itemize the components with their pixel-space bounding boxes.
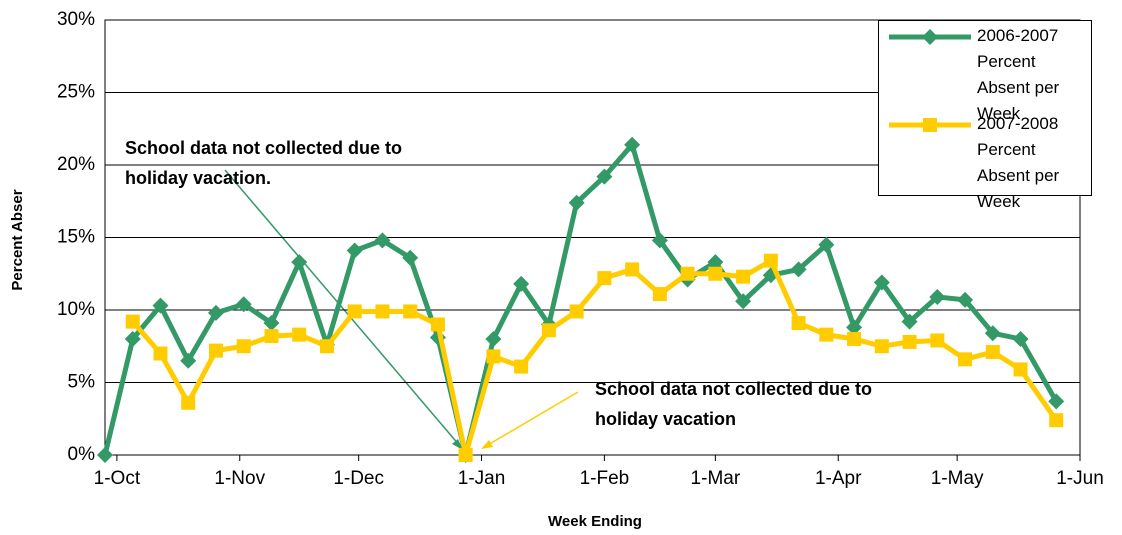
data-point (819, 327, 834, 342)
annotation-arrowhead (481, 440, 493, 449)
data-point (541, 323, 556, 338)
data-point (651, 232, 668, 249)
data-point (263, 315, 280, 332)
data-point (374, 232, 391, 249)
annotation-arrowhead (452, 439, 463, 450)
data-point (514, 359, 529, 374)
data-point (680, 266, 695, 281)
annotation: School data not collected due to holiday… (595, 379, 873, 429)
series-line (130, 258, 1059, 458)
legend-label: 2006-2007 Percent Absent per Week (977, 26, 1060, 123)
data-point (929, 288, 946, 305)
data-point (985, 345, 1000, 360)
data-point (568, 194, 585, 211)
data-point (208, 343, 223, 358)
data-point (597, 271, 612, 286)
data-point (235, 296, 252, 313)
y-axis-label: Percent Abser (9, 189, 26, 290)
data-point (1049, 413, 1064, 428)
legend-swatch-marker (922, 29, 938, 45)
data-point (596, 168, 613, 185)
data-point (153, 346, 168, 361)
data-point (402, 249, 419, 266)
data-point (458, 448, 473, 462)
data-point (125, 314, 140, 329)
y-tick-label: 15% (57, 227, 95, 248)
data-point (708, 266, 723, 281)
data-point (902, 334, 917, 349)
legend-swatches (889, 29, 971, 132)
y-tick-label: 30% (57, 9, 95, 30)
data-point (1048, 393, 1065, 410)
x-tick-label: 1-Jun (1056, 468, 1104, 489)
data-point (763, 253, 778, 268)
data-point (207, 304, 224, 321)
data-point (430, 317, 445, 332)
data-point (707, 254, 724, 271)
y-tick-label: 10% (57, 299, 95, 320)
x-tick-label: 1-Feb (580, 468, 630, 489)
data-point (958, 352, 973, 367)
data-point (847, 332, 862, 346)
data-point (485, 331, 502, 347)
y-tick-label: 20% (57, 154, 95, 175)
x-axis-label: Week Ending (548, 513, 642, 530)
data-point (791, 316, 806, 331)
data-point (1013, 362, 1028, 377)
data-point (736, 269, 751, 284)
data-point (291, 254, 308, 271)
data-point (319, 339, 334, 354)
data-point (984, 325, 1001, 342)
data-point (957, 291, 974, 308)
y-tick-label: 5% (68, 372, 96, 393)
data-point (264, 329, 279, 344)
data-point (152, 297, 169, 314)
data-point (180, 352, 197, 369)
data-point (513, 275, 530, 292)
x-tick-label: 1-Mar (691, 468, 741, 489)
data-point (486, 349, 501, 364)
x-tick-label: 1-Apr (815, 468, 862, 489)
x-tick-label: 1-Jan (458, 468, 506, 489)
data-point (403, 304, 418, 319)
y-tick-label: 0% (68, 444, 96, 465)
x-tick-label: 1-Oct (94, 468, 141, 489)
data-point (874, 339, 889, 354)
data-point (569, 304, 584, 319)
legend: 2006-2007 Percent Absent per Week 2007-2… (878, 20, 1092, 211)
data-point (901, 313, 918, 330)
y-tick-label: 25% (57, 82, 95, 103)
x-tick-label: 1-Dec (333, 468, 384, 489)
data-point (375, 304, 390, 319)
data-point (181, 395, 196, 410)
legend-label: 2007-2008 Percent Absent per Week (977, 114, 1060, 211)
data-point (347, 304, 362, 319)
data-point (846, 319, 863, 336)
data-point (818, 236, 835, 253)
annotation-arrow (224, 169, 461, 447)
data-point (1012, 331, 1029, 347)
data-point (346, 242, 363, 259)
data-point (652, 287, 667, 302)
data-point (124, 331, 141, 347)
data-point (873, 274, 890, 291)
annotation-arrow (485, 391, 579, 447)
data-point (97, 447, 113, 463)
data-point (624, 136, 641, 153)
data-point (625, 262, 640, 277)
x-tick-label: 1-May (931, 468, 984, 489)
data-point (735, 293, 752, 310)
data-point (236, 339, 251, 354)
annotation: School data not collected due to holiday… (125, 138, 403, 188)
x-tick-label: 1-Nov (214, 468, 265, 489)
data-point (790, 261, 807, 278)
data-point (930, 333, 945, 348)
data-point (292, 327, 307, 342)
legend-swatch-marker (923, 118, 937, 132)
